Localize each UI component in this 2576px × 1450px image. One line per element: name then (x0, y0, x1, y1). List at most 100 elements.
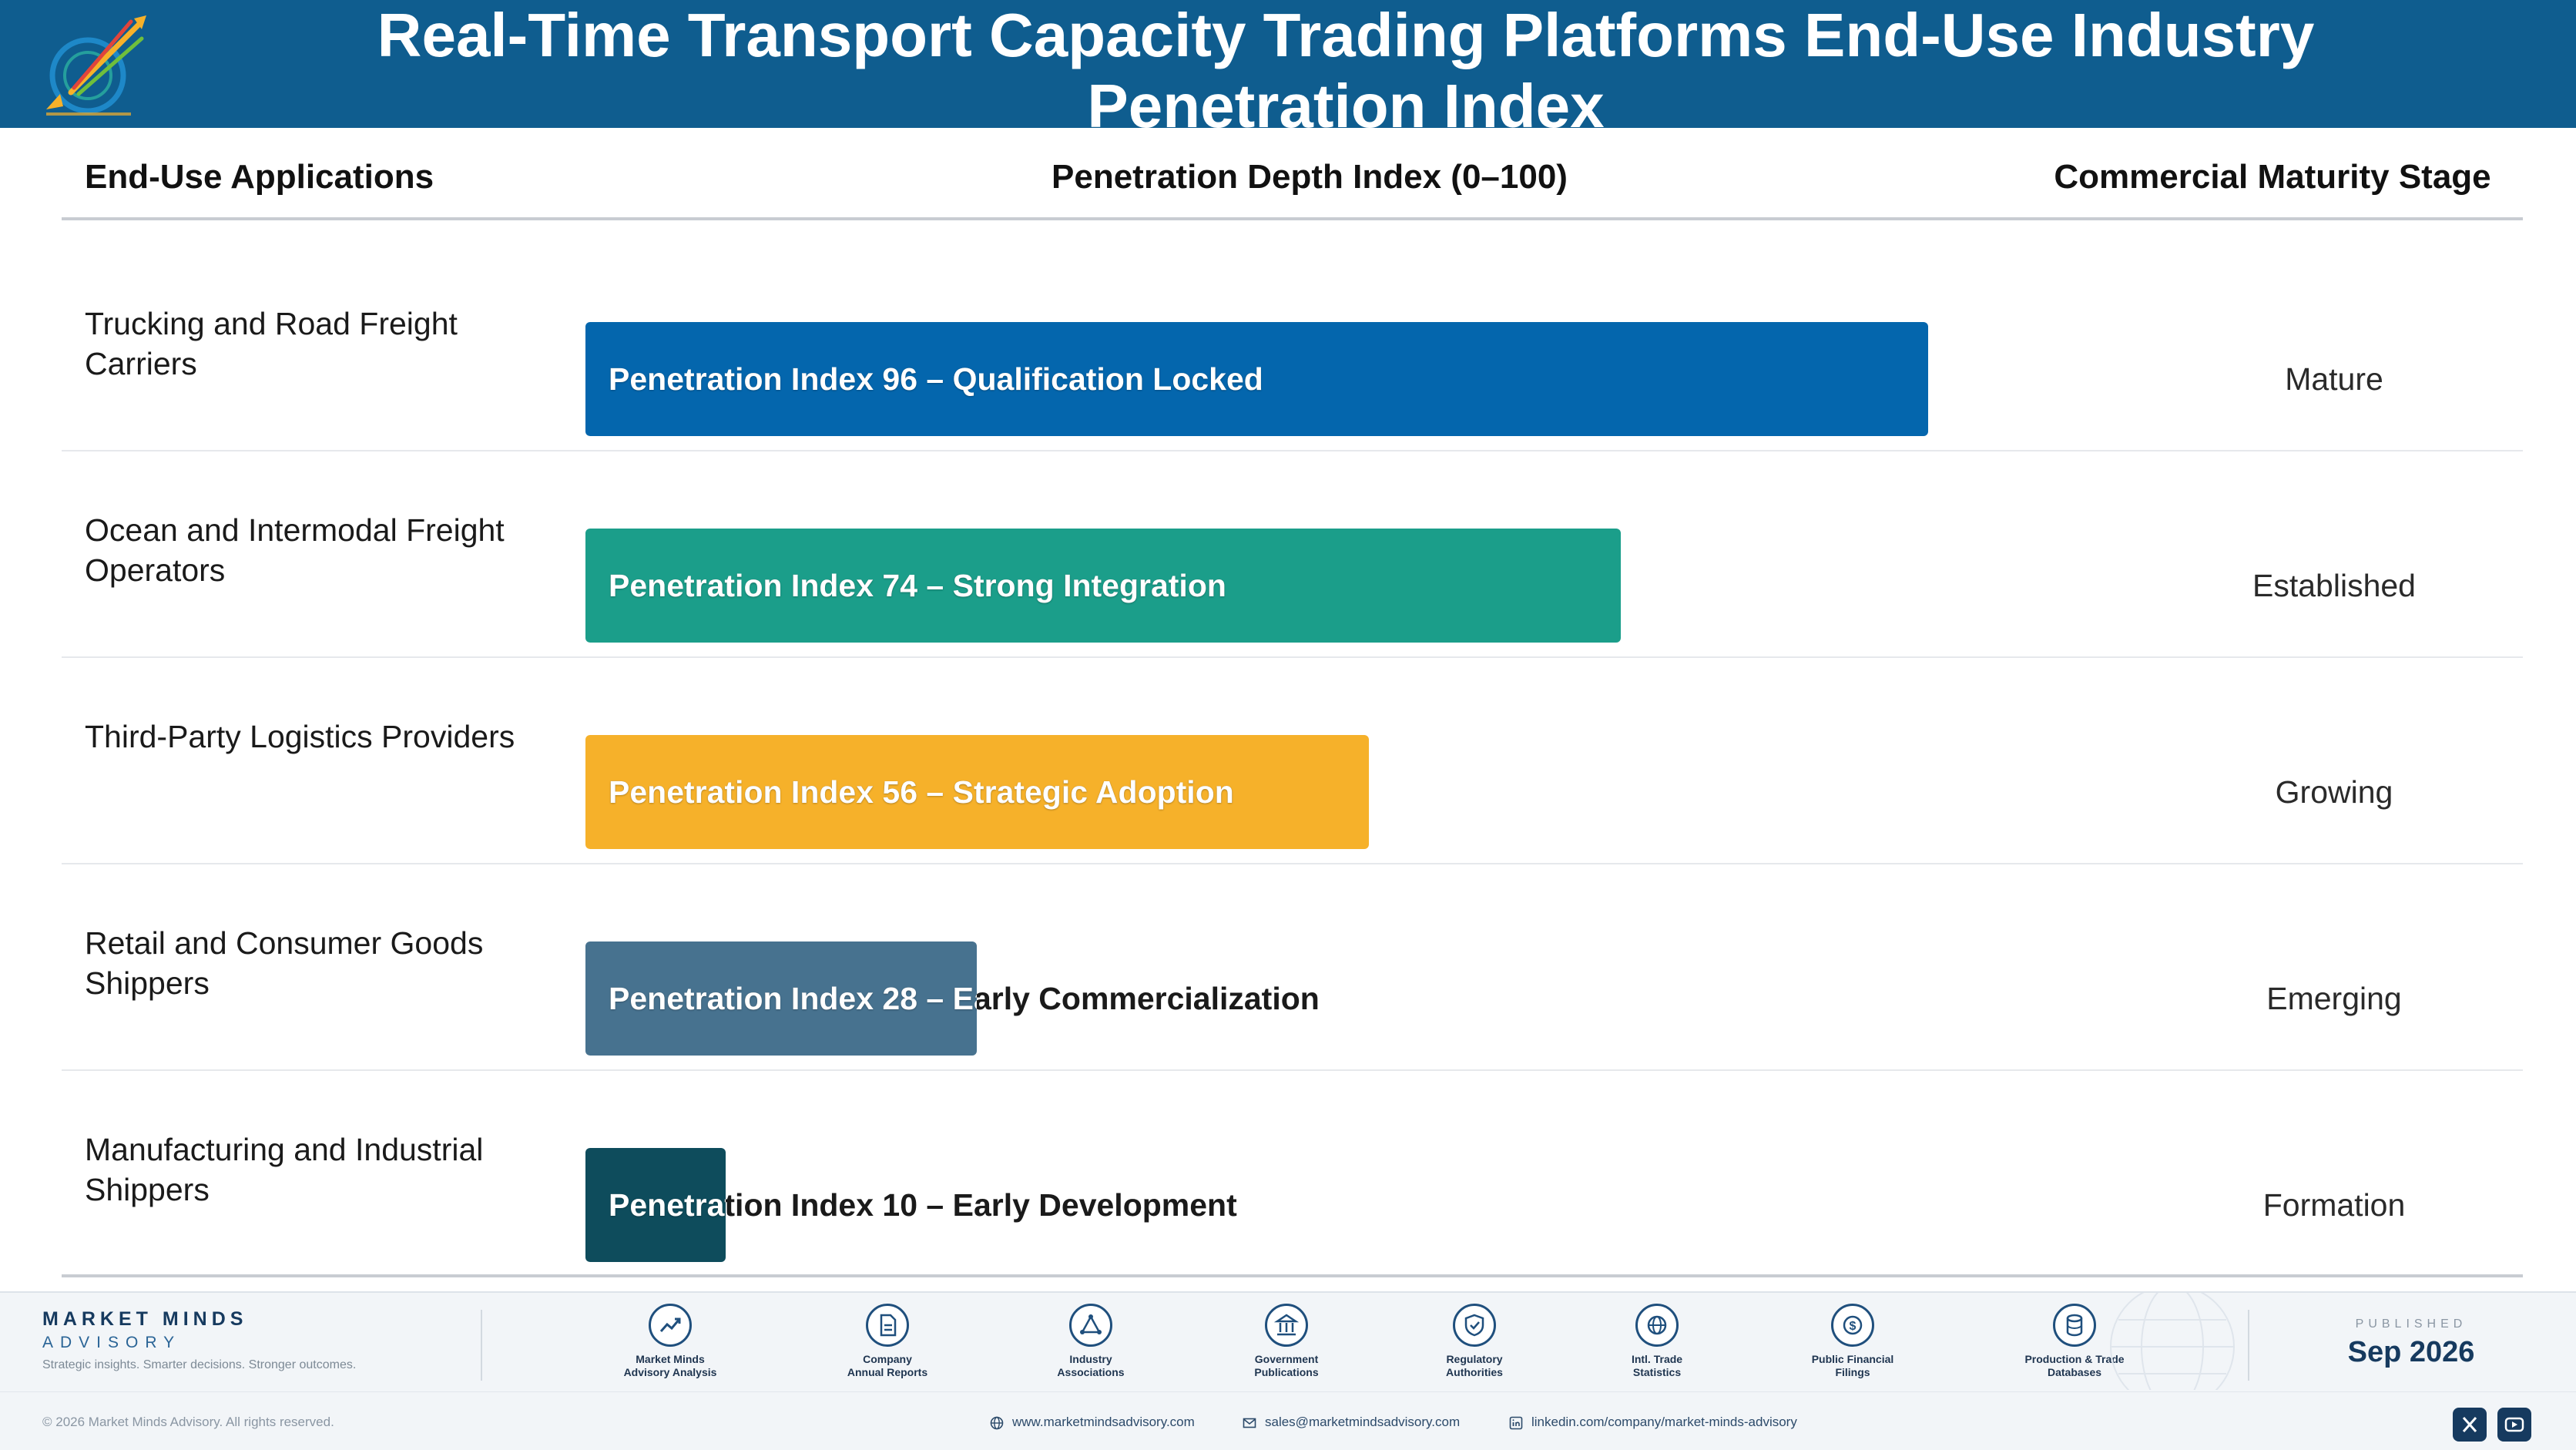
table-row: Trucking and Road Freight Carriers Penet… (62, 245, 2523, 451)
source-financial-filings: $ Public Financial Filings (1791, 1304, 1914, 1379)
source-government-publications: Government Publications (1225, 1304, 1348, 1379)
table-row: Ocean and Intermodal Freight Operators P… (62, 451, 2523, 658)
bar-label-outside: Penetration Index 56 – Strategic Adoptio… (609, 774, 1234, 810)
linkedin-link[interactable]: linkedin.com/company/market-minds-adviso… (1508, 1392, 1797, 1450)
source-label: Company Annual Reports (847, 1353, 928, 1378)
maturity-stage: Established (2252, 568, 2416, 603)
bar-label: Penetration Index 74 – Strong Integratio… (609, 568, 1226, 603)
source-label: Production & Trade Databases (2024, 1353, 2125, 1378)
bar-track: Penetration Index 56 – Strategic Adoptio… (585, 735, 1984, 849)
bar-mark (585, 735, 1369, 849)
row-divider (62, 656, 2523, 658)
source-trade-databases: Production & Trade Databases (2013, 1304, 2136, 1379)
bar-label-outside: Penetration Index 10 – Early Development (609, 1187, 1237, 1223)
row-divider (62, 1069, 2523, 1071)
source-label: Regulatory Authorities (1446, 1353, 1503, 1378)
youtube-social-button[interactable] (2497, 1408, 2531, 1442)
bar-label: Penetration Index 10 – Early Development (609, 1187, 726, 1223)
svg-text:$: $ (1850, 1320, 1857, 1333)
bar-label-clip: Penetration Index 10 – Early Development (585, 1148, 726, 1262)
bar-mark (585, 941, 978, 1056)
bar-mark (585, 529, 1621, 643)
bar-label-clip: Penetration Index 96 – Qualification Loc… (585, 322, 1928, 436)
page-title: Real-Time Transport Capacity Trading Pla… (377, 1, 2315, 128)
published-label: PUBLISHED (2355, 1317, 2467, 1331)
bar-track: Penetration Index 10 – Early Development… (585, 1148, 1984, 1262)
x-logo-icon (2462, 1417, 2477, 1432)
table-row: Third-Party Logistics Providers Penetrat… (62, 658, 2523, 864)
application-label: Third-Party Logistics Providers (85, 719, 515, 754)
source-annual-reports: Company Annual Reports (826, 1304, 949, 1379)
header-banner: Real-Time Transport Capacity Trading Pla… (0, 0, 2576, 128)
bar-mark (585, 322, 1929, 436)
footer-divider (2248, 1310, 2249, 1381)
bar-mark (585, 1148, 726, 1262)
bar-label: Penetration Index 96 – Qualification Loc… (609, 361, 1263, 397)
bar-track: Penetration Index 28 – Early Commerciali… (585, 941, 1984, 1056)
linkedin-icon (1509, 1416, 1523, 1429)
application-label: Retail and Consumer Goods Shippers (85, 925, 484, 1001)
maturity-stage: Formation (2262, 1187, 2406, 1223)
bar-label: Penetration Index 28 – Early Commerciali… (609, 981, 977, 1016)
document-icon (866, 1304, 909, 1347)
source-trade-statistics: Intl. Trade Statistics (1595, 1304, 1719, 1379)
column-header-application: End-Use Applications (85, 158, 434, 196)
brand-subtitle: ADVISORY (42, 1334, 182, 1351)
application-label: Ocean and Intermodal Freight Operators (85, 512, 505, 588)
source-label: Public Financial Filings (1811, 1353, 1894, 1378)
dollar-coin-icon: $ (1831, 1304, 1874, 1347)
bar-label-clip: Penetration Index 28 – Early Commerciali… (585, 941, 977, 1056)
published-date: Sep 2026 (2347, 1336, 2475, 1368)
header-divider (62, 217, 2523, 220)
column-header-index: Penetration Depth Index (0–100) (1052, 158, 1568, 196)
bar-track: Penetration Index 74 – Strong Integratio… (585, 529, 1984, 643)
footer-bottom-bar: © 2026 Market Minds Advisory. All rights… (0, 1391, 2576, 1450)
brand-tagline: Strategic insights. Smarter decisions. S… (42, 1358, 357, 1371)
source-market-minds: Market Minds Advisory Analysis (609, 1304, 732, 1379)
company-logo-icon (46, 15, 146, 116)
source-label: Intl. Trade Statistics (1631, 1353, 1683, 1378)
database-icon (2053, 1304, 2096, 1347)
globe-icon (990, 1416, 1004, 1429)
footer: MARKET MINDS ADVISORY Strategic insights… (0, 1291, 2576, 1450)
bar-label-outside: Penetration Index 28 – Early Commerciali… (609, 981, 1320, 1016)
row-divider (62, 1274, 2523, 1277)
table-row: Retail and Consumer Goods Shippers Penet… (62, 864, 2523, 1071)
bar-label-clip: Penetration Index 56 – Strategic Adoptio… (585, 735, 1369, 849)
play-video-icon (2504, 1417, 2524, 1432)
table-row: Manufacturing and Industrial Shippers Pe… (62, 1071, 2523, 1277)
column-header-stage: Commercial Maturity Stage (2054, 158, 2491, 196)
source-label: Government Publications (1254, 1353, 1319, 1378)
bar-label: Penetration Index 56 – Strategic Adoptio… (609, 774, 1234, 810)
globe-watermark-icon (2110, 1293, 2235, 1390)
source-label: Market Minds Advisory Analysis (623, 1353, 717, 1378)
chart-line-icon (649, 1304, 692, 1347)
application-label: Manufacturing and Industrial Shippers (85, 1132, 484, 1207)
network-icon (1069, 1304, 1112, 1347)
maturity-stage: Mature (2285, 361, 2383, 397)
maturity-stage: Emerging (2266, 981, 2402, 1016)
maturity-stage: Growing (2275, 774, 2393, 810)
brand-name: MARKET MINDS (42, 1308, 248, 1330)
source-regulatory-authorities: Regulatory Authorities (1413, 1304, 1536, 1379)
source-label: Industry Associations (1057, 1353, 1125, 1378)
globe-icon (1635, 1304, 1679, 1347)
row-divider (62, 450, 2523, 451)
x-social-button[interactable] (2453, 1408, 2487, 1442)
row-divider (62, 863, 2523, 864)
bar-label-outside: Penetration Index 96 – Qualification Loc… (609, 361, 1263, 397)
copyright-text: © 2026 Market Minds Advisory. All rights… (42, 1415, 334, 1429)
government-building-icon (1265, 1304, 1308, 1347)
bar-track: Penetration Index 96 – Qualification Loc… (585, 322, 1984, 436)
shield-check-icon (1453, 1304, 1496, 1347)
published-block: PUBLISHED Sep 2026 (2311, 1317, 2511, 1369)
footer-brand: MARKET MINDS ADVISORY Strategic insights… (42, 1308, 356, 1372)
envelope-icon (1243, 1418, 1256, 1428)
footer-divider (481, 1310, 482, 1381)
bar-label-outside: Penetration Index 74 – Strong Integratio… (609, 568, 1226, 603)
bar-label-clip: Penetration Index 74 – Strong Integratio… (585, 529, 1621, 643)
email-link[interactable]: sales@marketmindsadvisory.com (1242, 1392, 1460, 1450)
website-link[interactable]: www.marketmindsadvisory.com (989, 1392, 1195, 1450)
source-industry-associations: Industry Associations (1029, 1304, 1152, 1379)
application-label: Trucking and Road Freight Carriers (85, 306, 458, 381)
